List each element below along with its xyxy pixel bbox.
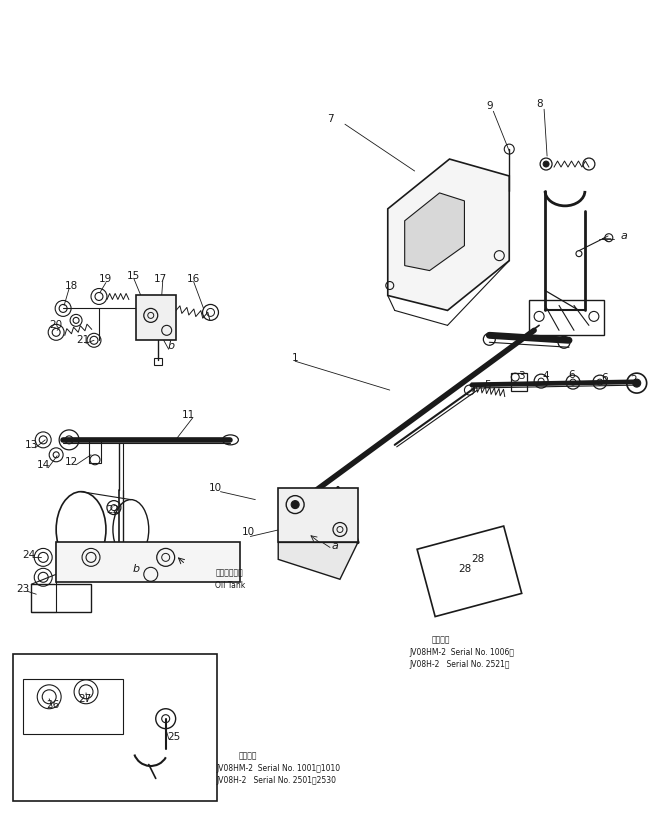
Text: 22: 22 bbox=[106, 505, 120, 515]
Bar bbox=[136, 295, 176, 340]
Text: 19: 19 bbox=[98, 273, 112, 284]
Text: 25: 25 bbox=[167, 731, 180, 742]
Text: 24: 24 bbox=[22, 551, 36, 560]
Text: 10: 10 bbox=[209, 483, 222, 492]
Text: Oil Tank: Oil Tank bbox=[215, 581, 246, 590]
Text: 6: 6 bbox=[568, 370, 575, 380]
Circle shape bbox=[633, 379, 641, 387]
Text: 16: 16 bbox=[187, 273, 200, 284]
Polygon shape bbox=[388, 159, 509, 310]
Bar bbox=[23, 679, 123, 734]
Text: 10: 10 bbox=[242, 528, 255, 537]
Text: 3: 3 bbox=[518, 371, 525, 381]
Text: 15: 15 bbox=[127, 271, 140, 281]
Text: 27: 27 bbox=[79, 694, 92, 703]
Bar bbox=[529, 300, 604, 335]
Text: 7: 7 bbox=[327, 115, 333, 124]
Polygon shape bbox=[278, 542, 358, 579]
Text: 14: 14 bbox=[36, 460, 50, 470]
Circle shape bbox=[543, 161, 549, 167]
Circle shape bbox=[291, 501, 299, 509]
Text: 11: 11 bbox=[182, 410, 195, 420]
Bar bbox=[31, 584, 91, 612]
Text: 6: 6 bbox=[602, 373, 608, 383]
Text: 28: 28 bbox=[471, 555, 484, 564]
Text: 17: 17 bbox=[154, 273, 167, 284]
Text: 26: 26 bbox=[46, 699, 59, 710]
Text: 5: 5 bbox=[484, 380, 490, 390]
Text: 28: 28 bbox=[458, 564, 471, 574]
Text: JV08HM-2  Serial No. 1006～: JV08HM-2 Serial No. 1006～ bbox=[410, 649, 515, 658]
Text: 1: 1 bbox=[292, 353, 299, 363]
Bar bbox=[56, 542, 241, 582]
Text: 4: 4 bbox=[543, 371, 549, 381]
Bar bbox=[89, 441, 101, 463]
Text: JV08HM-2  Serial No. 1001～1010: JV08HM-2 Serial No. 1001～1010 bbox=[217, 764, 340, 773]
Text: 2: 2 bbox=[631, 375, 637, 385]
Text: 9: 9 bbox=[486, 101, 492, 111]
Text: 8: 8 bbox=[536, 99, 543, 110]
Text: 適用号等: 適用号等 bbox=[432, 636, 450, 645]
Bar bbox=[511, 373, 527, 391]
Bar bbox=[278, 488, 358, 542]
Text: a: a bbox=[620, 231, 627, 240]
Bar bbox=[154, 358, 162, 365]
Text: JV08H-2   Serial No. 2501～2530: JV08H-2 Serial No. 2501～2530 bbox=[217, 776, 336, 785]
Text: 12: 12 bbox=[65, 456, 78, 467]
Text: a: a bbox=[332, 542, 338, 551]
Bar bbox=[13, 654, 217, 802]
Text: 21: 21 bbox=[77, 335, 90, 345]
Text: b: b bbox=[132, 564, 139, 574]
Text: b: b bbox=[167, 341, 175, 351]
Text: 13: 13 bbox=[24, 440, 38, 450]
Text: 18: 18 bbox=[65, 281, 78, 290]
Text: JV08H-2   Serial No. 2521～: JV08H-2 Serial No. 2521～ bbox=[410, 660, 510, 669]
Polygon shape bbox=[405, 193, 465, 271]
Text: 23: 23 bbox=[17, 584, 30, 594]
Text: 20: 20 bbox=[50, 321, 63, 330]
Text: 適用号等: 適用号等 bbox=[239, 751, 257, 760]
Text: オイルタンク: オイルタンク bbox=[215, 569, 243, 578]
